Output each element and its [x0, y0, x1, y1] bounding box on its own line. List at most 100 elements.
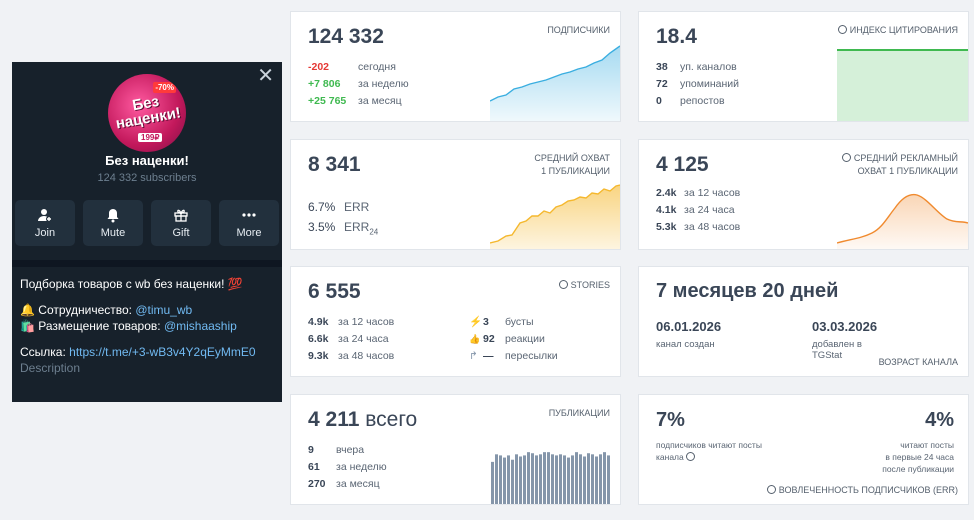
gift-button[interactable]: Gift — [151, 200, 211, 246]
avatar-text: Без наценки! — [114, 92, 183, 133]
posts-bar — [523, 455, 526, 504]
subscribers-card[interactable]: 124 332 ПОДПИСЧИКИ -202 сегодня +7 806 за … — [290, 11, 621, 122]
stat-value: 2.4k — [656, 187, 677, 199]
stat-value: 38 — [656, 61, 668, 73]
stat-value: 9.3k — [308, 350, 329, 362]
description-text: 🛍️ Размещение товаров: — [20, 319, 164, 333]
err24-label: ERR — [344, 220, 370, 234]
citation-card[interactable]: 18.4 ИНДЕКС ЦИТИРОВАНИЯ 38 уп. каналов 72… — [638, 11, 969, 122]
stat-row: +7 806 за неделю — [308, 76, 409, 93]
citation-caption: ИНДЕКС ЦИТИРОВАНИЯ — [837, 24, 958, 37]
ad-reach-stats: 2.4k за 12 часов 4.1k за 24 часа 5.3k за 48… — [656, 185, 740, 236]
more-icon — [241, 207, 257, 225]
posts-caption: ПУБЛИКАЦИИ — [548, 408, 610, 418]
stat-value: -202 — [308, 61, 330, 73]
engagement-right-text: читают посты в первые 24 часа после публ… — [882, 439, 954, 475]
stat-label: за месяц — [336, 478, 380, 490]
added-label: добавлен в TGStat — [812, 339, 862, 361]
avatar-price: 199₽ — [138, 133, 163, 142]
description-line: Подборка товаров с wb без наценки! 💯 — [20, 277, 243, 291]
stat-label: упоминаний — [680, 78, 740, 90]
placement-link[interactable]: @mishaaship — [163, 319, 237, 333]
stat-label: за неделю — [358, 78, 409, 90]
invite-link[interactable]: https://t.me/+3-wB3v4Y2qEyMmE0 — [69, 345, 256, 359]
posts-bar — [503, 457, 506, 504]
stat-label: бусты — [505, 316, 534, 328]
stat-row: 4.1k за 24 часа — [656, 202, 740, 219]
posts-bar — [491, 461, 494, 504]
posts-bar — [507, 455, 510, 504]
posts-bar — [567, 457, 570, 504]
posts-bar — [527, 452, 530, 504]
err-row: 6.7% ERR — [308, 197, 378, 217]
stat-row: ↱ — пересылки — [469, 348, 558, 365]
stat-label: за месяц — [358, 95, 402, 107]
stat-value: +7 806 — [308, 78, 341, 90]
channel-panel: ✕ -70% Без наценки! 199₽ Без наценки! 12… — [12, 62, 282, 402]
stat-label: пересылки — [505, 350, 558, 362]
caption-text: 1 ПУБЛИКАЦИИ — [541, 166, 610, 176]
stat-row: 👍 92 реакции — [469, 331, 558, 348]
channel-avatar: -70% Без наценки! 199₽ — [108, 74, 186, 152]
posts-bar — [515, 454, 518, 504]
more-button[interactable]: More — [219, 200, 279, 246]
added-date-block: 03.03.2026 добавлен в TGStat — [812, 319, 877, 361]
stat-value: 92 — [483, 333, 495, 345]
engagement-text: канала — [656, 452, 684, 462]
posts-bar — [599, 454, 602, 504]
stories-engagement: ⚡ 3 бусты 👍 92 реакции ↱ — пересылки — [469, 314, 558, 365]
bell-icon — [105, 207, 121, 225]
posts-bar — [607, 455, 610, 504]
subscribers-caption: ПОДПИСЧИКИ — [547, 25, 610, 35]
engagement-text: подписчиков читают посты — [656, 440, 762, 450]
posts-bar — [595, 456, 598, 504]
posts-bar — [511, 459, 514, 504]
clock-icon — [558, 280, 568, 289]
gift-icon — [173, 207, 189, 225]
ad-reach-card[interactable]: 4 125 СРЕДНИЙ РЕКЛАМНЫЙ ОХВАТ 1 ПУБЛИКАЦИ… — [638, 139, 969, 250]
stat-row: -202 сегодня — [308, 59, 409, 76]
stat-row: 6.6k за 24 часа — [308, 331, 394, 348]
channel-age-card[interactable]: 7 месяцев 20 дней 06.01.2026 канал созда… — [638, 266, 969, 377]
more-label: More — [236, 227, 262, 239]
reach-card[interactable]: 8 341 СРЕДНИЙ ОХВАТ 1 ПУБЛИКАЦИИ 6.7% ERR … — [290, 139, 621, 250]
close-icon[interactable]: ✕ — [257, 65, 274, 87]
reach-sparkline — [490, 184, 620, 249]
reach-caption: СРЕДНИЙ ОХВАТ 1 ПУБЛИКАЦИИ — [534, 152, 610, 178]
engagement-card[interactable]: 7% подписчиков читают посты канала 4% чи… — [638, 394, 969, 505]
posts-bar — [579, 454, 582, 504]
collab-link[interactable]: @timu_wb — [135, 303, 193, 317]
posts-bar — [583, 456, 586, 504]
add-user-icon — [37, 207, 53, 225]
posts-bar — [575, 452, 578, 504]
posts-bar — [559, 454, 562, 504]
posts-card[interactable]: 4 211 всего ПУБЛИКАЦИИ 9 вчера 61 за недел… — [290, 394, 621, 505]
stat-value: +25 765 — [308, 95, 347, 107]
stat-label: за 48 часов — [684, 221, 741, 233]
stat-row: 0 репостов — [656, 93, 739, 110]
added-date: 03.03.2026 — [812, 319, 878, 334]
stat-row: ⚡ 3 бусты — [469, 314, 558, 331]
stories-card[interactable]: 6 555 STORIES 4.9k за 12 часов 6.6k за 24 … — [290, 266, 621, 377]
stories-stats: 4.9k за 12 часов 6.6k за 24 часа 9.3k за 48… — [308, 314, 394, 365]
ad-reach-caption: СРЕДНИЙ РЕКЛАМНЫЙ ОХВАТ 1 ПУБЛИКАЦИИ — [841, 152, 958, 178]
join-button[interactable]: Join — [15, 200, 75, 246]
caption-text: СРЕДНИЙ РЕКЛАМНЫЙ — [853, 153, 958, 163]
posts-bar — [591, 454, 594, 504]
created-date-block: 06.01.2026 канал создан — [656, 319, 721, 350]
posts-bar — [531, 453, 534, 504]
caption-text: ОХВАТ 1 ПУБЛИКАЦИИ — [857, 166, 958, 176]
posts-bar — [587, 453, 590, 504]
mute-button[interactable]: Mute — [83, 200, 143, 246]
engagement-right-percent: 4% — [925, 409, 954, 431]
engagement-text: читают посты — [900, 440, 954, 450]
stat-label: сегодня — [358, 61, 396, 73]
stories-value: 6 555 — [308, 280, 361, 303]
reach-value: 8 341 — [308, 153, 361, 176]
caption-text: STORIES — [570, 280, 610, 290]
citation-sparkline — [837, 49, 968, 121]
ad-reach-value: 4 125 — [656, 153, 709, 176]
posts-bar — [495, 454, 498, 504]
description-line: 🛍️ Размещение товаров: @mishaaship — [20, 318, 278, 334]
stat-label: реакции — [505, 333, 545, 345]
